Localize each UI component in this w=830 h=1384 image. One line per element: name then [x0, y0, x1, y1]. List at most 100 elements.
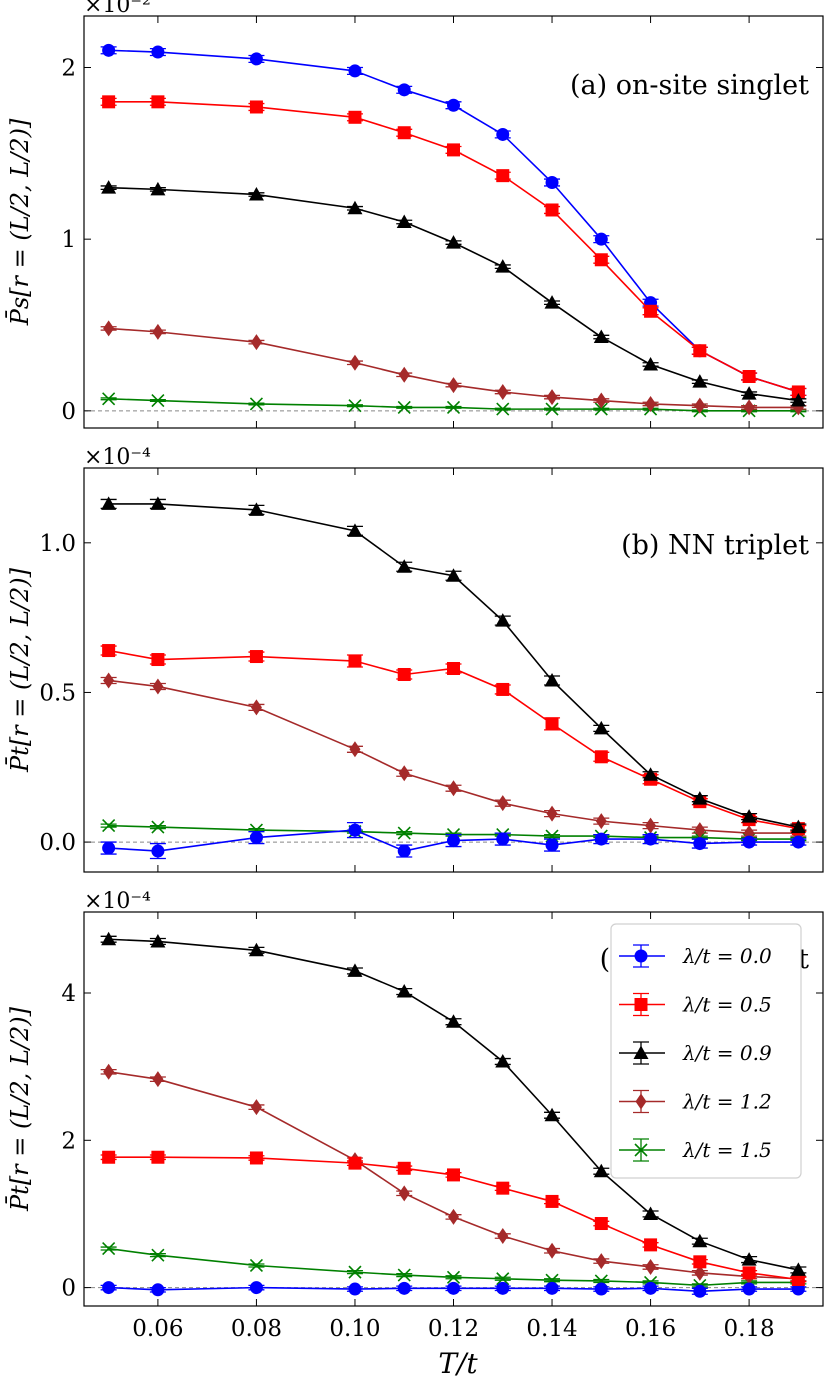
data-point: [348, 110, 362, 124]
data-point: [496, 402, 510, 416]
data-point: [103, 320, 115, 337]
data-point: [446, 235, 461, 249]
data-point: [349, 354, 361, 371]
series-0.5: [100, 1150, 807, 1286]
y-tick-label: 0: [61, 1276, 76, 1302]
data-point: [151, 45, 165, 59]
legend-marker: [635, 1093, 647, 1110]
series-1.2: [100, 320, 807, 416]
data-point: [249, 100, 263, 114]
data-point: [348, 1265, 362, 1279]
data-point: [545, 717, 559, 731]
data-point: [102, 1150, 116, 1164]
data-point: [497, 1228, 509, 1245]
data-point: [743, 399, 755, 416]
data-point: [694, 822, 706, 839]
data-point: [398, 765, 410, 782]
data-point: [348, 823, 362, 837]
y-tick-label: 1: [61, 227, 76, 253]
panel-label: (a) on-site singlet: [570, 70, 809, 101]
x-axis-label: T/t: [438, 1347, 478, 1380]
legend-marker: [634, 949, 648, 963]
data-point: [152, 1071, 164, 1088]
data-point: [397, 1161, 411, 1175]
data-point: [396, 214, 412, 228]
data-point: [150, 181, 166, 196]
legend-entry: λ/t = 0.9: [682, 1041, 772, 1065]
legend-entry: λ/t = 1.5: [682, 1138, 772, 1162]
series-0.9: [100, 931, 807, 1276]
data-point: [595, 1253, 607, 1270]
data-point: [150, 496, 166, 510]
data-point: [102, 1281, 116, 1295]
data-point: [496, 1272, 510, 1286]
y-tick-label: 2: [61, 1128, 76, 1154]
data-point: [497, 795, 509, 812]
data-point: [102, 644, 116, 658]
data-point: [495, 613, 511, 627]
data-point: [545, 176, 559, 190]
legend-box: [610, 923, 802, 1179]
data-point: [693, 1284, 707, 1298]
data-point: [249, 397, 263, 411]
series-0.0: [100, 821, 807, 860]
data-point: [544, 672, 560, 687]
data-point: [446, 1270, 461, 1284]
data-point: [101, 496, 117, 510]
data-point: [248, 502, 264, 516]
data-point: [644, 832, 658, 846]
data-point: [248, 187, 264, 201]
legend-entry: λ/t = 0.0: [682, 944, 772, 968]
data-point: [545, 203, 559, 217]
data-point: [151, 844, 165, 858]
data-point: [398, 366, 410, 383]
series-0.9: [100, 496, 807, 834]
series-line: [108, 679, 799, 834]
data-point: [692, 791, 708, 805]
data-point: [397, 826, 411, 840]
y-tick-label: 0: [61, 399, 76, 425]
data-point: [102, 43, 116, 57]
data-point: [447, 834, 460, 848]
data-point: [101, 931, 117, 946]
data-point: [397, 126, 411, 140]
data-point: [250, 699, 262, 716]
data-point: [594, 253, 608, 267]
data-point: [347, 523, 363, 537]
data-point: [645, 817, 657, 834]
data-point: [693, 837, 707, 851]
data-point: [249, 650, 263, 664]
data-point: [742, 835, 756, 849]
data-point: [397, 844, 411, 858]
data-point: [102, 95, 116, 109]
data-point: [496, 682, 510, 696]
y-tick-label: 0.5: [39, 680, 76, 706]
data-point: [742, 370, 756, 383]
y-axis-label: P̄s[r = (L/2, L/2)]: [6, 118, 34, 326]
data-point: [546, 1242, 558, 1259]
data-point: [101, 180, 117, 194]
data-point: [790, 819, 806, 834]
data-point: [446, 568, 461, 582]
data-point: [250, 334, 262, 351]
data-point: [103, 672, 115, 689]
data-point: [595, 813, 607, 830]
data-point: [152, 323, 164, 340]
data-point: [446, 400, 461, 414]
y-scale-multiplier: ×10⁻²: [84, 0, 151, 18]
data-point: [791, 1272, 805, 1286]
data-point: [151, 1283, 165, 1297]
data-point: [497, 383, 509, 400]
y-scale-multiplier: ×10⁻⁴: [84, 445, 151, 470]
data-point: [248, 942, 264, 957]
data-point: [348, 399, 362, 413]
x-tick-label: 0.10: [329, 1316, 380, 1342]
data-point: [448, 780, 459, 797]
data-point: [692, 1233, 708, 1248]
data-point: [694, 397, 706, 414]
data-point: [348, 1156, 362, 1170]
data-point: [347, 963, 363, 977]
data-point: [741, 386, 757, 400]
data-point: [250, 1099, 262, 1116]
data-point: [102, 392, 116, 406]
